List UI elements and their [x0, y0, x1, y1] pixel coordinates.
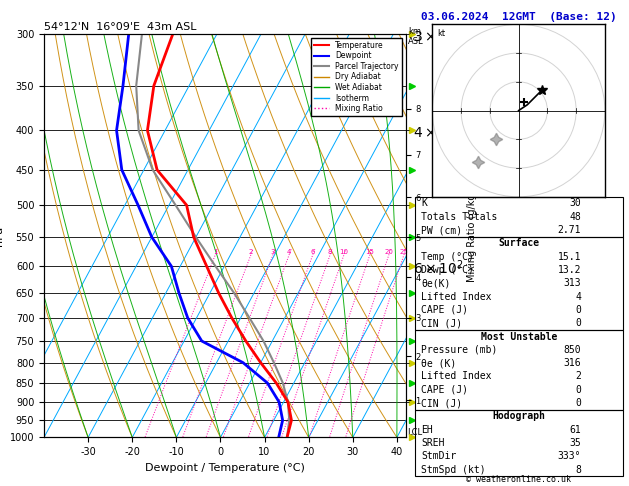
Text: CIN (J): CIN (J)	[421, 398, 462, 408]
Text: θe(K): θe(K)	[421, 278, 451, 288]
Text: 850: 850	[564, 345, 581, 355]
Bar	[415, 410, 623, 476]
Legend: Temperature, Dewpoint, Parcel Trajectory, Dry Adiabat, Wet Adiabat, Isotherm, Mi: Temperature, Dewpoint, Parcel Trajectory…	[311, 38, 402, 116]
Text: Pressure (mb): Pressure (mb)	[421, 345, 498, 355]
Text: 333°: 333°	[558, 451, 581, 461]
Text: 2.71: 2.71	[558, 225, 581, 235]
Text: CAPE (J): CAPE (J)	[421, 305, 469, 315]
Y-axis label: Mixing Ratio (g/kg): Mixing Ratio (g/kg)	[467, 190, 477, 282]
Text: 3: 3	[270, 249, 275, 255]
Text: K: K	[421, 198, 427, 208]
Text: Surface: Surface	[498, 239, 540, 248]
Text: Lifted Index: Lifted Index	[421, 292, 492, 302]
Text: 25: 25	[399, 249, 408, 255]
Text: 35: 35	[569, 438, 581, 448]
Text: 6: 6	[311, 249, 315, 255]
Text: 0: 0	[576, 398, 581, 408]
Text: 313: 313	[564, 278, 581, 288]
Text: 1: 1	[213, 249, 218, 255]
Text: 48: 48	[569, 212, 581, 222]
X-axis label: Dewpoint / Temperature (°C): Dewpoint / Temperature (°C)	[145, 463, 305, 473]
Text: SREH: SREH	[421, 438, 445, 448]
Y-axis label: hPa: hPa	[0, 226, 4, 246]
Text: 316: 316	[564, 358, 581, 368]
Text: 54°12'N  16°09'E  43m ASL: 54°12'N 16°09'E 43m ASL	[44, 22, 196, 32]
Text: LCL: LCL	[407, 428, 422, 437]
Text: 4: 4	[576, 292, 581, 302]
Text: PW (cm): PW (cm)	[421, 225, 462, 235]
Text: CAPE (J): CAPE (J)	[421, 385, 469, 395]
Text: StmSpd (kt): StmSpd (kt)	[421, 465, 486, 475]
Text: kt: kt	[438, 30, 445, 38]
Text: Dewp (°C): Dewp (°C)	[421, 265, 474, 275]
Text: 30: 30	[569, 198, 581, 208]
Text: 03.06.2024  12GMT  (Base: 12): 03.06.2024 12GMT (Base: 12)	[421, 12, 617, 22]
Bar	[415, 237, 623, 330]
Text: 20: 20	[384, 249, 393, 255]
Text: Hodograph: Hodograph	[493, 411, 545, 421]
Text: EH: EH	[421, 425, 433, 434]
Text: 4: 4	[287, 249, 291, 255]
Text: θe (K): θe (K)	[421, 358, 457, 368]
Text: 15.1: 15.1	[558, 252, 581, 262]
Text: 8: 8	[328, 249, 332, 255]
Text: Most Unstable: Most Unstable	[481, 331, 557, 342]
Text: 10: 10	[340, 249, 348, 255]
Text: 8: 8	[576, 465, 581, 475]
Text: © weatheronline.co.uk: © weatheronline.co.uk	[467, 474, 571, 484]
Text: 2: 2	[248, 249, 253, 255]
Text: Temp (°C): Temp (°C)	[421, 252, 474, 262]
Text: 61: 61	[569, 425, 581, 434]
Text: 0: 0	[576, 305, 581, 315]
Bar	[415, 330, 623, 410]
Text: 0: 0	[576, 385, 581, 395]
Text: km
ASL: km ASL	[408, 27, 424, 46]
Text: Totals Totals: Totals Totals	[421, 212, 498, 222]
Text: 2: 2	[576, 371, 581, 382]
Text: StmDir: StmDir	[421, 451, 457, 461]
Text: Lifted Index: Lifted Index	[421, 371, 492, 382]
Text: CIN (J): CIN (J)	[421, 318, 462, 328]
Bar	[415, 197, 623, 237]
Text: 15: 15	[365, 249, 374, 255]
Text: 13.2: 13.2	[558, 265, 581, 275]
Text: 0: 0	[576, 318, 581, 328]
